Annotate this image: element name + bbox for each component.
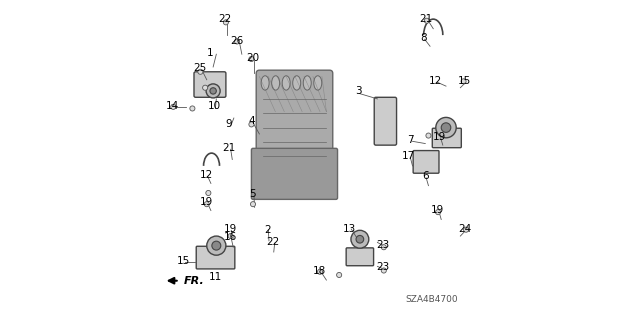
Circle shape xyxy=(234,39,239,44)
Circle shape xyxy=(463,227,468,232)
Text: 17: 17 xyxy=(402,151,415,161)
Circle shape xyxy=(210,88,216,94)
Text: 2: 2 xyxy=(264,225,271,235)
Text: 19: 19 xyxy=(223,224,237,234)
Circle shape xyxy=(317,269,323,274)
FancyBboxPatch shape xyxy=(432,128,461,148)
Text: 23: 23 xyxy=(376,240,390,250)
Text: 11: 11 xyxy=(209,272,222,282)
Ellipse shape xyxy=(314,76,322,90)
FancyBboxPatch shape xyxy=(374,97,397,145)
Circle shape xyxy=(204,202,209,207)
Circle shape xyxy=(190,106,195,111)
Ellipse shape xyxy=(271,76,280,90)
Circle shape xyxy=(171,104,176,109)
Circle shape xyxy=(381,245,387,250)
Circle shape xyxy=(198,69,203,74)
Text: SZA4B4700: SZA4B4700 xyxy=(405,295,458,304)
Text: 13: 13 xyxy=(343,224,356,234)
Text: 8: 8 xyxy=(420,33,427,43)
Ellipse shape xyxy=(292,76,301,90)
Text: 15: 15 xyxy=(458,76,471,86)
Ellipse shape xyxy=(282,76,290,90)
Circle shape xyxy=(249,56,254,62)
Ellipse shape xyxy=(261,76,269,90)
Circle shape xyxy=(337,272,342,278)
Text: 20: 20 xyxy=(246,53,259,63)
Text: 22: 22 xyxy=(266,237,280,247)
Circle shape xyxy=(426,133,431,138)
Text: 15: 15 xyxy=(177,256,191,266)
Text: 21: 21 xyxy=(222,143,235,153)
Circle shape xyxy=(249,122,254,127)
Text: 6: 6 xyxy=(422,171,429,182)
FancyBboxPatch shape xyxy=(194,72,226,97)
Text: 5: 5 xyxy=(249,189,256,199)
Circle shape xyxy=(207,236,226,255)
Text: 18: 18 xyxy=(313,265,326,276)
Text: 14: 14 xyxy=(166,101,179,111)
Circle shape xyxy=(461,79,466,84)
Text: 19: 19 xyxy=(433,131,445,142)
Circle shape xyxy=(436,117,456,138)
Circle shape xyxy=(206,190,211,196)
Text: 9: 9 xyxy=(225,119,232,129)
Text: 16: 16 xyxy=(223,232,237,242)
Circle shape xyxy=(250,202,255,207)
Circle shape xyxy=(424,18,429,23)
Text: 7: 7 xyxy=(408,135,414,145)
Text: 10: 10 xyxy=(207,101,221,111)
Text: 3: 3 xyxy=(355,86,362,96)
Circle shape xyxy=(206,84,220,98)
Text: 4: 4 xyxy=(249,116,255,126)
Text: 19: 19 xyxy=(200,197,212,207)
Text: 25: 25 xyxy=(193,63,206,73)
Ellipse shape xyxy=(303,76,311,90)
Text: 26: 26 xyxy=(230,36,243,46)
FancyBboxPatch shape xyxy=(413,151,439,173)
Text: 21: 21 xyxy=(420,13,433,24)
Text: 24: 24 xyxy=(458,224,471,234)
Text: 1: 1 xyxy=(207,48,213,58)
FancyBboxPatch shape xyxy=(252,148,337,199)
Text: 12: 12 xyxy=(200,170,212,180)
FancyBboxPatch shape xyxy=(346,248,374,266)
Text: 12: 12 xyxy=(429,76,442,86)
Text: 19: 19 xyxy=(431,205,444,215)
Circle shape xyxy=(212,241,221,250)
Circle shape xyxy=(228,234,233,239)
Circle shape xyxy=(351,230,369,248)
Text: 23: 23 xyxy=(376,262,390,272)
Text: FR.: FR. xyxy=(184,276,205,286)
Circle shape xyxy=(441,123,451,132)
Text: 22: 22 xyxy=(219,13,232,24)
Circle shape xyxy=(223,20,228,25)
FancyBboxPatch shape xyxy=(256,70,333,198)
FancyBboxPatch shape xyxy=(196,246,235,269)
Circle shape xyxy=(381,268,387,273)
Circle shape xyxy=(203,85,208,90)
Circle shape xyxy=(435,210,440,215)
Circle shape xyxy=(356,235,364,243)
